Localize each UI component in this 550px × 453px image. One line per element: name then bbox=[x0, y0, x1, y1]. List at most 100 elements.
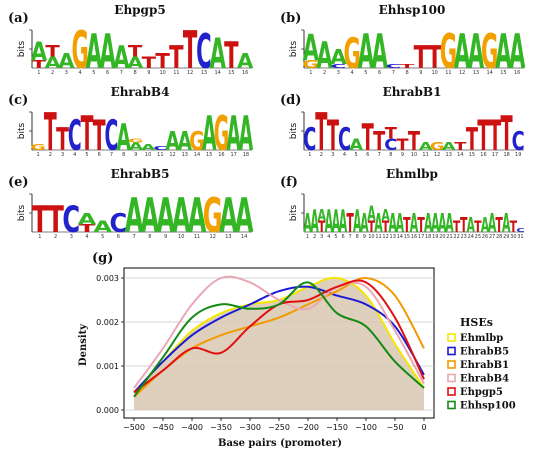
logo-position: 5 bbox=[334, 234, 337, 240]
logo-letter: A bbox=[209, 29, 226, 78]
motif-title: EhrabB4 bbox=[111, 85, 170, 99]
logo-letter: A bbox=[239, 108, 254, 162]
logo-position: 9 bbox=[419, 70, 422, 76]
legend-swatch bbox=[447, 333, 456, 342]
logo-position: 8 bbox=[406, 70, 409, 76]
logo-ylabel: bits bbox=[289, 40, 299, 57]
logo-letter: A bbox=[325, 203, 333, 240]
logo-letter: T bbox=[142, 55, 157, 73]
panel-label: (f) bbox=[280, 175, 298, 190]
legend-entry: EhrabB4 bbox=[460, 374, 509, 385]
logo-position: 3 bbox=[331, 152, 334, 158]
x-tick-label: −100 bbox=[355, 423, 377, 432]
panel-label: (a) bbox=[8, 11, 29, 26]
logo-position: 13 bbox=[225, 234, 231, 240]
logo-letter: G bbox=[203, 188, 223, 243]
logo-position: 16 bbox=[218, 152, 224, 158]
logo-position: 20 bbox=[439, 234, 445, 240]
logo-position: 26 bbox=[482, 234, 488, 240]
logo-position: 12 bbox=[187, 70, 193, 76]
logo-position: 13 bbox=[390, 234, 396, 240]
logo-position: 2 bbox=[49, 152, 52, 158]
logo-position: 23 bbox=[460, 234, 466, 240]
logo-position: 10 bbox=[178, 234, 184, 240]
logo-position: 16 bbox=[480, 152, 486, 158]
logo-position: 15 bbox=[228, 70, 234, 76]
logo-position: 8 bbox=[389, 152, 392, 158]
logo-letter: A bbox=[454, 24, 470, 79]
logo-letter: T bbox=[414, 40, 429, 76]
logo-letter: T bbox=[327, 111, 339, 160]
logo-letter: A bbox=[172, 188, 191, 243]
logo-letter: T bbox=[477, 111, 489, 160]
x-ticks: −500 −450 −400 −350 −300 −250 −200 −150 −100 −50 0 bbox=[123, 418, 427, 432]
logo-letter: T bbox=[385, 124, 398, 143]
logo-position: 28 bbox=[496, 234, 502, 240]
logo-letter: A bbox=[31, 36, 48, 67]
x-tick-label: 0 bbox=[421, 423, 426, 432]
motif-title: EhrabB1 bbox=[383, 85, 442, 99]
logo-letter: T bbox=[79, 223, 96, 235]
logo-letter: A bbox=[332, 203, 340, 240]
logo-letter: A bbox=[219, 188, 238, 243]
logo-position: 1 bbox=[308, 152, 311, 158]
logo-position: 12 bbox=[169, 152, 175, 158]
logo-position: 5 bbox=[355, 152, 358, 158]
logo-letter: T bbox=[466, 121, 479, 158]
logo-letter: G bbox=[481, 24, 498, 79]
x-tick-label: −500 bbox=[123, 423, 145, 432]
legend-title: HSEs bbox=[460, 316, 493, 329]
legend: HSEs Ehmlbp EhrabB5 EhrabB1 EhrabB4 Ehpgp5 Eh… bbox=[447, 316, 516, 412]
logo-letter: A bbox=[303, 27, 319, 70]
logo-letter: T bbox=[408, 127, 421, 157]
legend-swatch bbox=[447, 400, 456, 410]
logo-letter: A bbox=[318, 207, 327, 226]
logo-position: 1 bbox=[306, 234, 309, 240]
x-tick-label: −300 bbox=[239, 423, 261, 432]
logo-position: 10 bbox=[411, 152, 417, 158]
logo-position: 24 bbox=[468, 234, 474, 240]
logo-position: 8 bbox=[122, 152, 125, 158]
series-line-ehhsp100 bbox=[133, 281, 425, 398]
logo-letter: A bbox=[127, 55, 144, 73]
logo-letter: A bbox=[358, 24, 374, 79]
logo-letter: A bbox=[188, 188, 207, 243]
logo-letter: A bbox=[178, 127, 193, 157]
logo-letter: T bbox=[45, 43, 60, 61]
logo-position: 3 bbox=[65, 70, 68, 76]
logo-letter: A bbox=[78, 210, 97, 228]
series-line-ehrabb4 bbox=[133, 275, 425, 389]
logo-position: 22 bbox=[453, 234, 459, 240]
logo-letter: A bbox=[349, 135, 363, 154]
logo-letter: C bbox=[516, 228, 524, 234]
logo-letter: G bbox=[189, 127, 204, 157]
logo-letter: T bbox=[346, 207, 354, 238]
logo-letter: A bbox=[235, 188, 254, 243]
logo-letter: A bbox=[339, 203, 347, 240]
logo-letter: A bbox=[396, 207, 405, 238]
logo-letter: A bbox=[237, 49, 254, 73]
logo-letter: A bbox=[502, 207, 511, 238]
logo-letter: C bbox=[153, 145, 167, 151]
y-tick-label: 0.002 bbox=[96, 318, 119, 327]
logo-letter: A bbox=[360, 207, 369, 238]
logo-letter: A bbox=[419, 141, 434, 153]
logo-position: 8 bbox=[356, 234, 359, 240]
panel-label: (d) bbox=[280, 93, 301, 108]
logo-letter: A bbox=[381, 207, 390, 226]
logo-letter: T bbox=[400, 63, 415, 69]
logo-letter: T bbox=[128, 43, 143, 61]
logo-letter: C bbox=[512, 127, 525, 157]
logo-letter: T bbox=[315, 103, 327, 163]
logo-position: 4 bbox=[85, 234, 88, 240]
logo-position: 8 bbox=[134, 70, 137, 76]
logo-position: 12 bbox=[382, 234, 388, 240]
logo-letter: T bbox=[224, 35, 239, 78]
logo-letter: T bbox=[489, 111, 501, 160]
legend-swatch bbox=[447, 360, 456, 369]
